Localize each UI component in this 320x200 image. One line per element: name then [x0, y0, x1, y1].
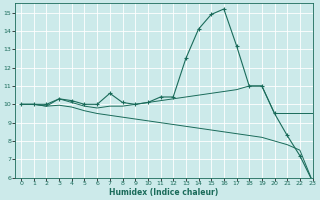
- X-axis label: Humidex (Indice chaleur): Humidex (Indice chaleur): [109, 188, 218, 197]
